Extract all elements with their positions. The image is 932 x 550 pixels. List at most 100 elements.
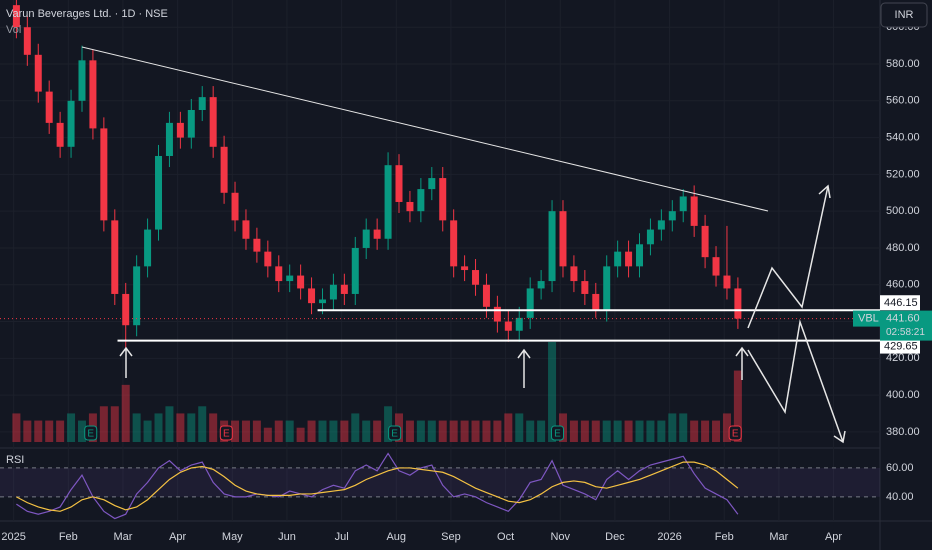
y-tick-label: 60.00 xyxy=(886,462,914,474)
candle-body xyxy=(78,60,86,101)
candle-body xyxy=(220,146,228,193)
volume-bar xyxy=(45,420,54,442)
currency-button[interactable] xyxy=(880,2,928,28)
currency[interactable]: INR xyxy=(895,9,914,21)
candle-body xyxy=(275,266,283,282)
rsi-band xyxy=(0,467,880,497)
volume-bar xyxy=(526,420,535,442)
volume-bar xyxy=(176,413,185,442)
volume-bar xyxy=(722,413,731,442)
volume-bar xyxy=(712,420,721,442)
candle-body xyxy=(482,284,490,307)
level-label: 446.15 xyxy=(884,297,918,309)
x-tick-label: Mar xyxy=(114,531,133,543)
trend-line xyxy=(81,46,769,212)
candle-body xyxy=(548,211,556,282)
candle-body xyxy=(89,60,97,129)
x-tick-label: 2025 xyxy=(1,531,25,543)
y-tick-label: 380.00 xyxy=(886,426,920,438)
volume-bar xyxy=(143,420,152,442)
candle-body xyxy=(340,284,348,294)
volume-bar xyxy=(110,406,119,442)
event-badge xyxy=(219,425,233,441)
candle-body xyxy=(668,211,676,221)
volume-bar xyxy=(351,413,360,442)
candle-body xyxy=(690,196,698,226)
event-label: E xyxy=(87,429,94,440)
candle-body xyxy=(286,275,294,282)
candle-body xyxy=(45,91,53,123)
candle-body xyxy=(144,229,152,267)
candle-body xyxy=(679,196,687,212)
volume-bar xyxy=(67,413,76,442)
level-label: 429.65 xyxy=(884,340,918,352)
volume-bar xyxy=(449,420,458,442)
volume-bar xyxy=(77,420,86,442)
volume-bar xyxy=(296,427,305,442)
zigzag-up xyxy=(747,184,831,329)
volume-bar xyxy=(121,384,130,442)
candle-body xyxy=(406,201,414,212)
candle-body xyxy=(198,97,206,111)
y-tick-label: 520.00 xyxy=(886,168,920,180)
event-label: E xyxy=(223,429,230,440)
candle-body xyxy=(253,238,261,252)
up-arrow xyxy=(517,348,531,388)
candle-body xyxy=(712,257,720,276)
candle-body xyxy=(592,293,600,311)
candle-body xyxy=(515,317,523,331)
event-badge xyxy=(388,425,402,441)
candle-body xyxy=(297,275,305,289)
x-tick-label: Feb xyxy=(59,531,78,543)
volume-bar xyxy=(56,420,65,442)
volume-bar xyxy=(482,420,491,442)
volume-bar xyxy=(569,420,578,442)
x-tick-label: May xyxy=(222,531,243,543)
volume-bar xyxy=(362,420,371,442)
candle-body xyxy=(472,270,480,285)
chart-title: Varun Beverages Ltd. · 1D · NSE xyxy=(6,8,168,20)
candle-body xyxy=(242,220,250,239)
x-tick-label: Oct xyxy=(497,531,514,543)
x-tick-label: Sep xyxy=(441,531,461,543)
level-tag xyxy=(880,338,920,354)
volume-bar xyxy=(580,420,589,442)
countdown: 02:58:21 xyxy=(886,327,925,338)
x-tick-label: Mar xyxy=(769,531,788,543)
candle-body xyxy=(559,211,567,267)
candle-body xyxy=(187,110,195,138)
volume-bar xyxy=(493,420,502,442)
candle-body xyxy=(395,165,403,202)
volume-bar xyxy=(602,420,611,442)
up-arrow xyxy=(735,346,749,380)
volume-bar xyxy=(701,420,710,442)
volume-bar xyxy=(209,413,218,442)
volume-bar xyxy=(34,420,43,442)
volume-bar xyxy=(165,406,174,442)
volume-bar xyxy=(285,420,294,442)
volume-bar xyxy=(427,420,436,442)
volume-bar xyxy=(12,413,21,442)
candle-body xyxy=(373,229,381,239)
volume-bar xyxy=(635,420,644,442)
candle-body xyxy=(351,247,359,294)
volume-bar xyxy=(591,420,600,442)
volume-bar xyxy=(373,420,382,442)
candle-body xyxy=(603,266,611,311)
volume-bar xyxy=(646,420,655,442)
y-tick-label: 580.00 xyxy=(886,58,920,70)
y-tick-label: 560.00 xyxy=(886,95,920,107)
candle-body xyxy=(329,284,337,300)
candle-body xyxy=(504,321,512,331)
x-tick-label: Nov xyxy=(550,531,570,543)
event-label: E xyxy=(391,429,398,440)
candle-body xyxy=(231,192,239,221)
volume-bar xyxy=(657,420,666,442)
candle-body xyxy=(581,281,589,294)
candle-body xyxy=(636,244,644,267)
candle-body xyxy=(100,128,108,221)
candle-body xyxy=(428,178,436,190)
candle-body xyxy=(56,122,64,147)
rsi-line xyxy=(16,461,739,512)
symbol-tag xyxy=(853,310,880,327)
